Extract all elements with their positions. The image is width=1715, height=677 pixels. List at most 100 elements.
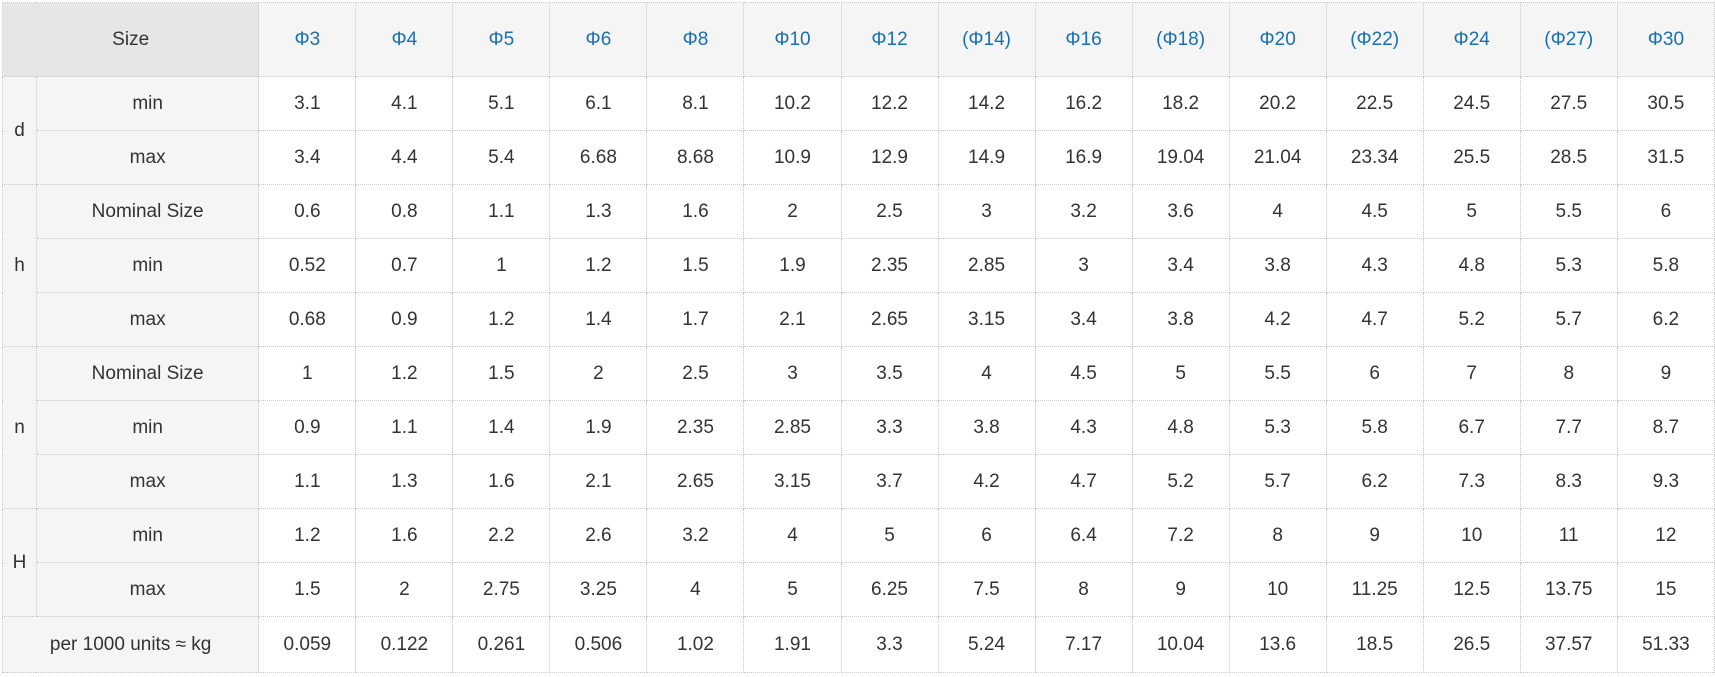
weight-label: per 1000 units ≈ kg bbox=[1, 616, 260, 673]
column-header: Φ20 bbox=[1228, 2, 1327, 77]
row-label: Nominal Size bbox=[35, 346, 260, 401]
table-cell: 3.7 bbox=[840, 454, 939, 509]
table-cell: 11 bbox=[1519, 508, 1618, 563]
table-cell: 0.8 bbox=[355, 184, 454, 239]
table-cell: 12.2 bbox=[840, 76, 939, 131]
table-cell: 1.7 bbox=[646, 292, 745, 347]
table-body: d min 3.1 4.1 5.1 6.1 8.1 10.2 12.2 14.2 16.2 18.2 2… bbox=[1, 76, 1715, 673]
table-cell: 1.4 bbox=[452, 400, 551, 455]
table-cell: 14.9 bbox=[937, 130, 1036, 185]
table-cell: 3.8 bbox=[1131, 292, 1230, 347]
table-cell: 19.04 bbox=[1131, 130, 1230, 185]
table-cell: 1.6 bbox=[646, 184, 745, 239]
table-cell: 2.1 bbox=[549, 454, 648, 509]
table-cell: 2 bbox=[355, 562, 454, 617]
table-cell: 0.9 bbox=[355, 292, 454, 347]
weight-cell: 0.506 bbox=[549, 616, 648, 673]
column-header: Φ10 bbox=[743, 2, 842, 77]
row-label: min bbox=[35, 238, 260, 293]
column-header: Φ5 bbox=[452, 2, 551, 77]
table-cell: 9 bbox=[1616, 346, 1715, 401]
table-cell: 5.3 bbox=[1228, 400, 1327, 455]
table-cell: 4 bbox=[646, 562, 745, 617]
group-label: H bbox=[2, 508, 37, 617]
table-cell: 2.35 bbox=[840, 238, 939, 293]
table-cell: 5.8 bbox=[1325, 400, 1424, 455]
table-cell: 1 bbox=[258, 346, 357, 401]
table-cell: 3 bbox=[743, 346, 842, 401]
table-cell: 6.68 bbox=[549, 130, 648, 185]
table-cell: 9 bbox=[1131, 562, 1230, 617]
column-header: Φ8 bbox=[646, 2, 745, 77]
table-cell: 1.9 bbox=[549, 400, 648, 455]
table-cell: 1.2 bbox=[355, 346, 454, 401]
table-cell: 2.85 bbox=[743, 400, 842, 455]
table-cell: 7.3 bbox=[1422, 454, 1521, 509]
table-cell: 4.8 bbox=[1131, 400, 1230, 455]
table-cell: 6 bbox=[937, 508, 1036, 563]
table-cell: 1.2 bbox=[549, 238, 648, 293]
table-cell: 8.1 bbox=[646, 76, 745, 131]
table-cell: 3.1 bbox=[258, 76, 357, 131]
table-cell: 16.2 bbox=[1034, 76, 1133, 131]
table-cell: 6.7 bbox=[1422, 400, 1521, 455]
weight-cell: 26.5 bbox=[1422, 616, 1521, 673]
table-cell: 0.9 bbox=[258, 400, 357, 455]
table-cell: 4.2 bbox=[1228, 292, 1327, 347]
table-cell: 4 bbox=[1228, 184, 1327, 239]
table-cell: 22.5 bbox=[1325, 76, 1424, 131]
table-cell: 4.7 bbox=[1325, 292, 1424, 347]
column-header: (Φ18) bbox=[1131, 2, 1230, 77]
table-cell: 10.2 bbox=[743, 76, 842, 131]
table-cell: 31.5 bbox=[1616, 130, 1715, 185]
table-cell: 8.7 bbox=[1616, 400, 1715, 455]
table-row: n Nominal Size 1 1.2 1.5 2 2.5 3 3.5 4 4.5 5 5.5 6 7 8 9 bbox=[2, 346, 1715, 509]
table-cell: 3.4 bbox=[258, 130, 357, 185]
table-cell: 2.5 bbox=[646, 346, 745, 401]
table-cell: 2 bbox=[743, 184, 842, 239]
table-cell: 18.2 bbox=[1131, 76, 1230, 131]
table-cell: 8.3 bbox=[1519, 454, 1618, 509]
table-row: max 1.5 2 2.75 3.25 4 5 6.25 7.5 8 9 10 11.25 12.5 13.… bbox=[3, 562, 1715, 617]
table-cell: 1.5 bbox=[258, 562, 357, 617]
weight-cell: 1.02 bbox=[646, 616, 745, 673]
table-cell: 0.6 bbox=[258, 184, 357, 239]
table-cell: 4.1 bbox=[355, 76, 454, 131]
table-cell: 3.8 bbox=[1228, 238, 1327, 293]
column-header: Φ4 bbox=[355, 2, 454, 77]
table-cell: 5.7 bbox=[1519, 292, 1618, 347]
table-cell: 5.2 bbox=[1422, 292, 1521, 347]
table-cell: 12.5 bbox=[1422, 562, 1521, 617]
table-cell: 25.5 bbox=[1422, 130, 1521, 185]
table-cell: 3.6 bbox=[1131, 184, 1230, 239]
table-cell: 4 bbox=[743, 508, 842, 563]
table-cell: 5.1 bbox=[452, 76, 551, 131]
table-cell: 30.5 bbox=[1616, 76, 1715, 131]
row-label: max bbox=[35, 130, 260, 185]
table-cell: 3.25 bbox=[549, 562, 648, 617]
table-cell: 1.1 bbox=[355, 400, 454, 455]
table-cell: 6.2 bbox=[1616, 292, 1715, 347]
table-cell: 3.15 bbox=[937, 292, 1036, 347]
table-row: h Nominal Size 0.6 0.8 1.1 1.3 1.6 2 2.5 3 3.2 3.6 4… bbox=[2, 184, 1715, 347]
table-cell: 1.1 bbox=[452, 184, 551, 239]
table-cell: 5.3 bbox=[1519, 238, 1618, 293]
table-cell: 1.3 bbox=[355, 454, 454, 509]
header-row: Size Φ3 Φ4 Φ5 Φ6 Φ8 Φ10 Φ12 (Φ14) Φ16 (Φ18) Φ20 (Φ2… bbox=[1, 2, 1715, 77]
group-label: n bbox=[2, 346, 37, 509]
row-label: min bbox=[35, 76, 260, 131]
table-cell: 11.25 bbox=[1325, 562, 1424, 617]
table-cell: 1.9 bbox=[743, 238, 842, 293]
weight-row: per 1000 units ≈ kg 0.059 0.122 0.261 0.506 1… bbox=[1, 616, 1715, 673]
row-label: min bbox=[35, 400, 260, 455]
table-cell: 1.2 bbox=[452, 292, 551, 347]
weight-cell: 0.261 bbox=[452, 616, 551, 673]
table-cell: 7.2 bbox=[1131, 508, 1230, 563]
table-cell: 2.1 bbox=[743, 292, 842, 347]
table-cell: 6.1 bbox=[549, 76, 648, 131]
table-cell: 7 bbox=[1422, 346, 1521, 401]
table-cell: 7.7 bbox=[1519, 400, 1618, 455]
table-cell: 5.8 bbox=[1616, 238, 1715, 293]
table-cell: 2.5 bbox=[840, 184, 939, 239]
column-header: Φ24 bbox=[1422, 2, 1521, 77]
